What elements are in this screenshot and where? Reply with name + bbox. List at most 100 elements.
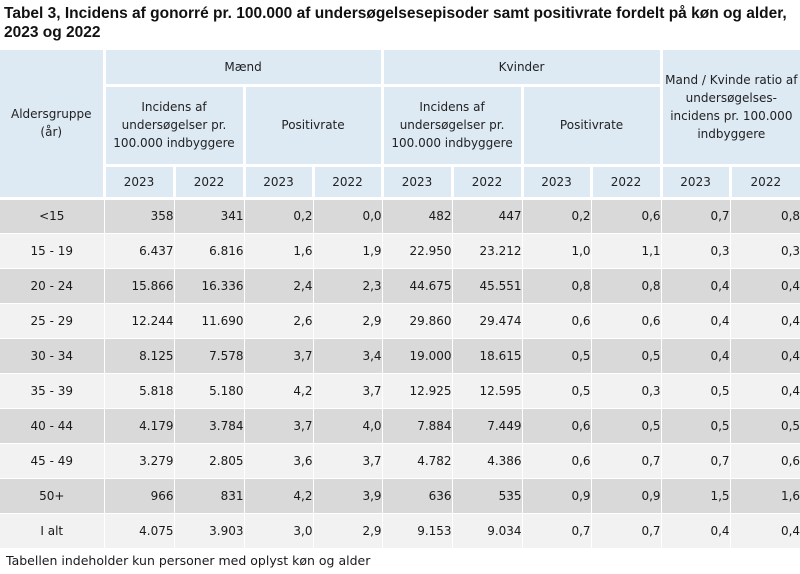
value-cell: 3,4 xyxy=(313,338,383,374)
value-cell: 0,6 xyxy=(522,408,592,444)
value-cell: 9.034 xyxy=(452,513,523,549)
value-cell: 636 xyxy=(382,478,453,514)
age-group-cell: 35 - 39 xyxy=(0,373,105,409)
value-cell: 3,7 xyxy=(244,408,314,444)
value-cell: 4,2 xyxy=(244,478,314,514)
table-row: 50+ 966 831 4,2 3,9 636 535 0,9 0,9 1,5 1,6 xyxy=(0,478,800,514)
value-cell: 3,7 xyxy=(313,443,383,479)
value-cell: 0,2 xyxy=(522,198,592,234)
value-cell: 3,9 xyxy=(313,478,383,514)
value-cell: 831 xyxy=(174,478,245,514)
value-cell: 1,6 xyxy=(730,478,800,514)
value-cell: 0,7 xyxy=(591,443,662,479)
header-year: 2023 xyxy=(382,165,454,200)
value-cell: 4.075 xyxy=(104,513,175,549)
table-row: 45 - 49 3.279 2.805 3,6 3,7 4.782 4.386 0,6 0,7 0… xyxy=(0,443,800,479)
header-age-group: Aldersgruppe (år) xyxy=(0,50,106,200)
value-cell: 18.615 xyxy=(452,338,523,374)
header-year: 2023 xyxy=(661,165,732,200)
value-cell: 447 xyxy=(452,198,523,234)
age-group-cell: 50+ xyxy=(0,478,105,514)
value-cell: 3,6 xyxy=(244,443,314,479)
value-cell: 0,9 xyxy=(591,478,662,514)
value-cell: 1,9 xyxy=(313,233,383,269)
age-group-cell: I alt xyxy=(0,513,105,549)
value-cell: 0,8 xyxy=(522,268,592,304)
value-cell: 3,7 xyxy=(244,338,314,374)
value-cell: 11.690 xyxy=(174,303,245,339)
value-cell: 4.179 xyxy=(104,408,175,444)
value-cell: 4,2 xyxy=(244,373,314,409)
value-cell: 0,5 xyxy=(522,373,592,409)
value-cell: 9.153 xyxy=(382,513,453,549)
value-cell: 0,9 xyxy=(522,478,592,514)
age-group-cell: <15 xyxy=(0,198,105,234)
value-cell: 0,2 xyxy=(244,198,314,234)
value-cell: 2,3 xyxy=(313,268,383,304)
value-cell: 4.386 xyxy=(452,443,523,479)
value-cell: 0,8 xyxy=(730,198,800,234)
header-year: 2022 xyxy=(313,165,384,200)
value-cell: 0,5 xyxy=(661,408,731,444)
value-cell: 0,6 xyxy=(522,303,592,339)
table-row: 40 - 44 4.179 3.784 3,7 4,0 7.884 7.449 0,6 0,5 0… xyxy=(0,408,800,444)
header-women-positive-rate: Positivrate xyxy=(522,85,663,167)
header-men-positive-rate: Positivrate xyxy=(244,85,384,167)
value-cell: 535 xyxy=(452,478,523,514)
value-cell: 5.180 xyxy=(174,373,245,409)
value-cell: 0,6 xyxy=(591,198,662,234)
value-cell: 0,7 xyxy=(522,513,592,549)
header-ratio: Mand / Kvinde ratio af undersøgelses-inc… xyxy=(661,50,800,167)
value-cell: 3,7 xyxy=(313,373,383,409)
value-cell: 4,0 xyxy=(313,408,383,444)
header-women: Kvinder xyxy=(382,50,663,87)
table-row: 25 - 29 12.244 11.690 2,6 2,9 29.860 29.474 0,6… xyxy=(0,303,800,339)
value-cell: 0,4 xyxy=(661,268,731,304)
table-row: 35 - 39 5.818 5.180 4,2 3,7 12.925 12.595 0,5 0,… xyxy=(0,373,800,409)
value-cell: 2,9 xyxy=(313,303,383,339)
table-row: 15 - 19 6.437 6.816 1,6 1,9 22.950 23.212 1,0 1,… xyxy=(0,233,800,269)
header-year: 2022 xyxy=(730,165,800,200)
value-cell: 1,0 xyxy=(522,233,592,269)
value-cell: 7.578 xyxy=(174,338,245,374)
value-cell: 3.784 xyxy=(174,408,245,444)
value-cell: 2,6 xyxy=(244,303,314,339)
table-footnote: Tabellen indeholder kun personer med opl… xyxy=(6,553,371,568)
table-body: <15 358 341 0,2 0,0 482 447 0,2 0,6 0,7 0,8 15 - 19… xyxy=(0,198,800,549)
value-cell: 482 xyxy=(382,198,453,234)
value-cell: 2.805 xyxy=(174,443,245,479)
value-cell: 0,4 xyxy=(730,303,800,339)
value-cell: 6.437 xyxy=(104,233,175,269)
value-cell: 29.474 xyxy=(452,303,523,339)
value-cell: 12.244 xyxy=(104,303,175,339)
table-row: 20 - 24 15.866 16.336 2,4 2,3 44.675 45.551 0,8… xyxy=(0,268,800,304)
value-cell: 0,5 xyxy=(661,373,731,409)
value-cell: 341 xyxy=(174,198,245,234)
value-cell: 2,9 xyxy=(313,513,383,549)
value-cell: 7.449 xyxy=(452,408,523,444)
value-cell: 19.000 xyxy=(382,338,453,374)
value-cell: 0,6 xyxy=(522,443,592,479)
value-cell: 0,5 xyxy=(522,338,592,374)
value-cell: 7.884 xyxy=(382,408,453,444)
header-year: 2023 xyxy=(522,165,593,200)
value-cell: 0,4 xyxy=(730,513,800,549)
value-cell: 0,7 xyxy=(661,198,731,234)
header-men: Mænd xyxy=(104,50,384,87)
value-cell: 0,7 xyxy=(591,513,662,549)
header-women-incidence: Incidens af undersøgelser pr. 100.000 in… xyxy=(382,85,524,167)
value-cell: 8.125 xyxy=(104,338,175,374)
value-cell: 0,4 xyxy=(730,373,800,409)
value-cell: 16.336 xyxy=(174,268,245,304)
age-group-cell: 20 - 24 xyxy=(0,268,105,304)
value-cell: 0,5 xyxy=(591,338,662,374)
header-year: 2022 xyxy=(452,165,524,200)
value-cell: 0,7 xyxy=(661,443,731,479)
value-cell: 0,5 xyxy=(591,408,662,444)
header-year: 2023 xyxy=(244,165,315,200)
value-cell: 4.782 xyxy=(382,443,453,479)
header-year: 2022 xyxy=(174,165,246,200)
value-cell: 0,3 xyxy=(661,233,731,269)
age-group-cell: 45 - 49 xyxy=(0,443,105,479)
header-men-incidence: Incidens af undersøgelser pr. 100.000 in… xyxy=(104,85,246,167)
